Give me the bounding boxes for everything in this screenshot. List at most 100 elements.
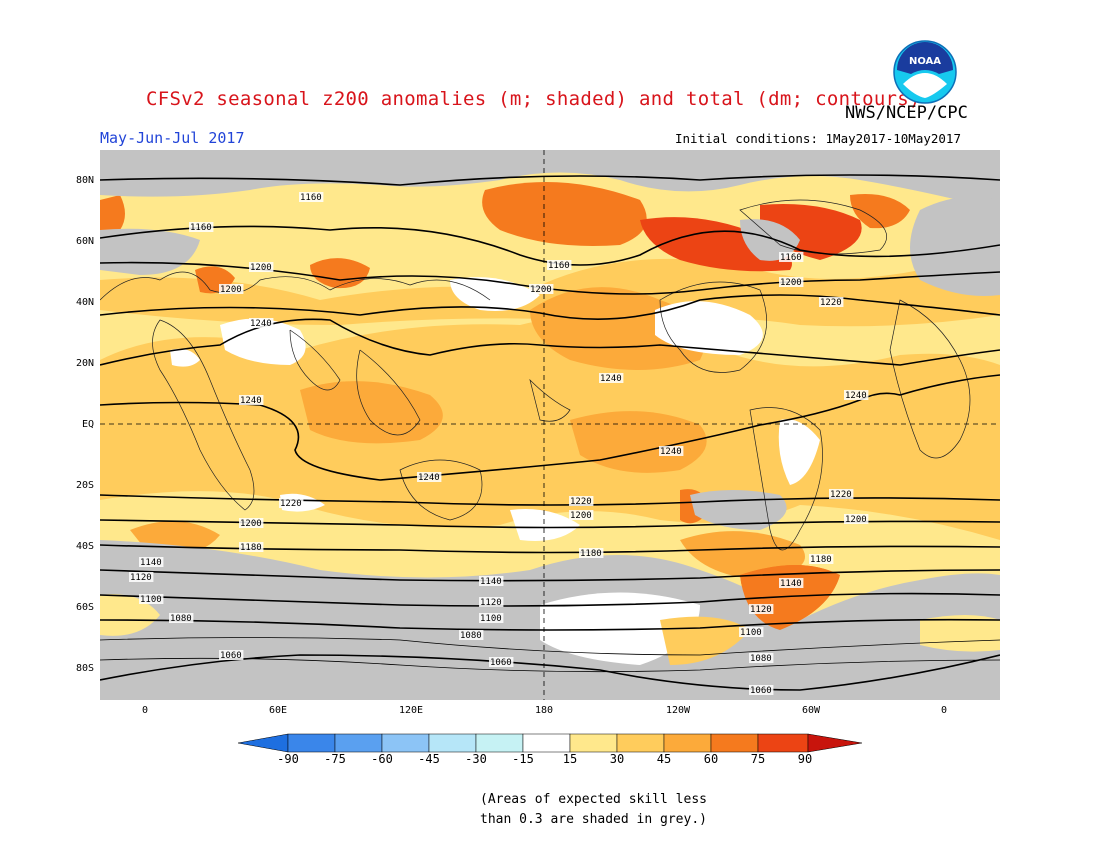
contour-label-bg xyxy=(417,472,442,482)
contour-label-bg xyxy=(239,395,264,405)
lon-label: 120E xyxy=(398,705,424,716)
contour-label: 1100 xyxy=(740,628,762,638)
contour-label-bg xyxy=(739,627,764,637)
contour-label: 1080 xyxy=(750,654,772,664)
contour-label: 1140 xyxy=(480,577,502,587)
contour-label: 1240 xyxy=(600,374,622,384)
contour-label-bg xyxy=(569,510,594,520)
contour-label-bg xyxy=(819,297,844,307)
lon-label: 180 xyxy=(534,705,554,716)
contour-label: 1200 xyxy=(780,278,802,288)
colorbar-tick-label: 75 xyxy=(750,752,766,766)
contour-label: 1160 xyxy=(548,261,570,271)
contour-label: 1220 xyxy=(570,497,592,507)
contour-label-bg xyxy=(599,373,624,383)
contour-label-bg xyxy=(569,496,594,506)
contour-label-bg xyxy=(489,657,514,667)
contour-label: 1120 xyxy=(750,605,772,615)
season-label: May-Jun-Jul 2017 xyxy=(100,129,245,147)
contour-label-bg xyxy=(844,390,869,400)
contour-label: 1160 xyxy=(190,223,212,233)
lat-label: 40N xyxy=(75,297,94,308)
lat-label: 80N xyxy=(75,175,94,186)
contour-label-bg xyxy=(844,514,869,524)
initial-conditions-label: Initial conditions: 1May2017-10May2017 xyxy=(675,131,961,146)
contour-label-bg xyxy=(129,572,154,582)
lon-label: 60E xyxy=(268,705,288,716)
contour-label: 1220 xyxy=(830,490,852,500)
colorbar-tick-label: -30 xyxy=(465,752,487,766)
contour-label-bg xyxy=(547,260,572,270)
colorbar-tick-label: -15 xyxy=(512,752,534,766)
contour-label: 1240 xyxy=(240,396,262,406)
contour-label-bg xyxy=(219,284,244,294)
colorbar-tick-label: 15 xyxy=(562,752,578,766)
colorbar-tick-label: -60 xyxy=(371,752,393,766)
map-title: CFSv2 seasonal z200 anomalies (m; shaded… xyxy=(146,88,921,110)
contour-label-bg xyxy=(829,489,854,499)
contour-label-bg xyxy=(809,554,834,564)
contour-label-bg xyxy=(189,222,214,232)
lat-label: 40S xyxy=(75,541,94,552)
contour-label: 1180 xyxy=(810,555,832,565)
lat-label: 20N xyxy=(75,358,94,369)
contour-label-bg xyxy=(579,548,604,558)
skill-note-line1: (Areas of expected skill less xyxy=(480,792,707,807)
contour-label-bg xyxy=(139,557,164,567)
contour-label-bg xyxy=(779,277,804,287)
contour-label-bg xyxy=(459,630,484,640)
contour-label-bg xyxy=(279,498,304,508)
lat-label: 60N xyxy=(75,236,94,247)
contour-label-bg xyxy=(249,318,274,328)
contour-label-bg xyxy=(249,262,274,272)
contour-label-bg xyxy=(779,578,804,588)
noaa-logo-icon: NOAA xyxy=(893,40,957,104)
contour-label-bg xyxy=(169,613,194,623)
contour-label: 1160 xyxy=(300,193,322,203)
contour-label-bg xyxy=(659,446,684,456)
contour-label: 1120 xyxy=(480,598,502,608)
contour-label-bg xyxy=(239,518,264,528)
contour-label: 1240 xyxy=(418,473,440,483)
contour-label: 1060 xyxy=(490,658,512,668)
contour-label-bg xyxy=(779,252,804,262)
contour-label: 1140 xyxy=(780,579,802,589)
contour-label: 1100 xyxy=(480,614,502,624)
contour-label: 1200 xyxy=(240,519,262,529)
colorbar-tick-label: -90 xyxy=(277,752,299,766)
contour-label: 1180 xyxy=(240,543,262,553)
lat-label: 80S xyxy=(75,663,94,674)
contour-label-bg xyxy=(749,653,774,663)
colorbar xyxy=(238,733,862,753)
contour-label-bg xyxy=(139,594,164,604)
colorbar-tick-label: -75 xyxy=(324,752,346,766)
lat-label: EQ xyxy=(81,419,94,430)
contour-label-bg xyxy=(219,650,244,660)
contour-label: 1080 xyxy=(170,614,192,624)
agency-label: NWS/NCEP/CPC xyxy=(845,103,968,123)
contour-label: 1080 xyxy=(460,631,482,641)
colorbar-tick-label: 30 xyxy=(609,752,625,766)
colorbar-tick-label: 60 xyxy=(703,752,719,766)
colorbar-tick-label: 90 xyxy=(797,752,813,766)
contour-label-bg xyxy=(239,542,264,552)
colorbar-tick-label: -45 xyxy=(418,752,440,766)
contour-label-bg xyxy=(749,604,774,614)
lon-label: 120W xyxy=(665,705,691,716)
contour-label-bg xyxy=(479,597,504,607)
contour-label: 1120 xyxy=(130,573,152,583)
contour-label: 1060 xyxy=(750,686,772,696)
contour-label: 1180 xyxy=(580,549,602,559)
contour-label: 1200 xyxy=(220,285,242,295)
svg-text:NOAA: NOAA xyxy=(909,56,941,67)
contour-label-bg xyxy=(749,685,774,695)
lat-label: 60S xyxy=(75,602,94,613)
skill-note-line2: than 0.3 are shaded in grey.) xyxy=(480,812,707,827)
lon-label: 0 xyxy=(141,705,149,716)
contour-label-bg xyxy=(479,613,504,623)
contour-label: 1200 xyxy=(250,263,272,273)
contour-label: 1240 xyxy=(660,447,682,457)
lon-label: 60W xyxy=(801,705,821,716)
contour-label-bg xyxy=(479,576,504,586)
contour-label: 1220 xyxy=(820,298,842,308)
